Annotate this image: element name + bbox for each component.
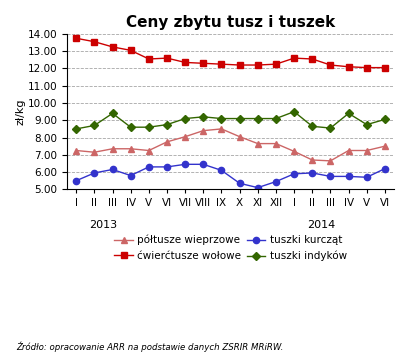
Title: Ceny zbytu tusz i tuszek: Ceny zbytu tusz i tuszek <box>126 15 335 30</box>
Legend: półtusze wieprzowe, ćwierćtusze wołowe, tuszki kurcząt, tuszki indyków: półtusze wieprzowe, ćwierćtusze wołowe, … <box>115 235 347 261</box>
Y-axis label: zł/kg: zł/kg <box>15 99 25 125</box>
Text: Źródło: opracowanie ARR na podstawie danych ZSRIR MRiRW.: Źródło: opracowanie ARR na podstawie dan… <box>16 342 284 352</box>
Text: 2013: 2013 <box>90 220 117 230</box>
Text: 2014: 2014 <box>307 220 335 230</box>
